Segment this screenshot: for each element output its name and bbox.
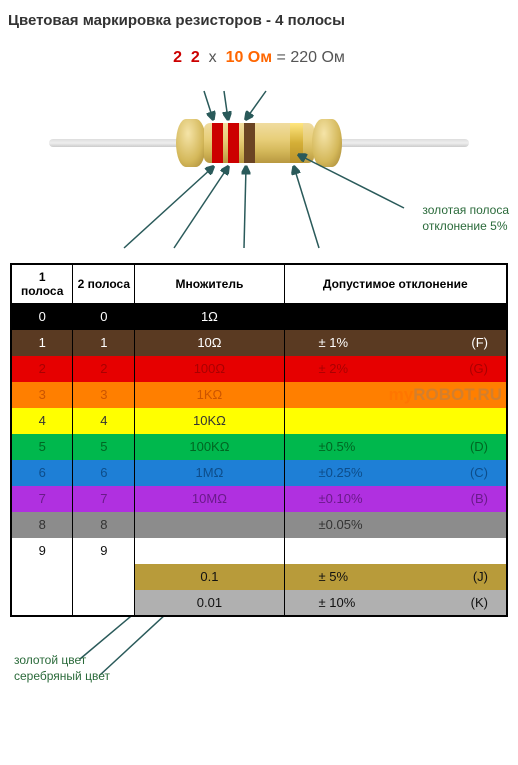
resistor-diagram: золотая полоса отклонение 5%	[9, 73, 509, 253]
tolerance-cell: ±0.25% (C)	[284, 460, 507, 486]
tol-value: ± 2%	[319, 361, 349, 376]
table-cell	[11, 564, 73, 590]
table-row: 0.01 ± 10% (K)	[11, 590, 507, 616]
table-cell: 9	[73, 538, 135, 564]
header-mult: Множитель	[135, 264, 284, 304]
table-row: 55100KΩ±0.5%(D)	[11, 434, 507, 460]
table-cell: 10KΩ	[135, 408, 284, 434]
table-cell: 0	[11, 304, 73, 330]
table-cell: 8	[11, 512, 73, 538]
table-row: 99	[11, 538, 507, 564]
gold-note-line1: золотая полоса	[422, 203, 509, 219]
table-cell: 8	[73, 512, 135, 538]
bottom-annotations: золотой цвет серебряный цвет	[10, 617, 508, 687]
table-cell: 5	[73, 434, 135, 460]
tol-letter: (F)	[471, 335, 488, 350]
tol-value: ± 5%	[319, 569, 349, 584]
tolerance-cell	[284, 408, 507, 434]
tol-value: ± 10%	[319, 595, 356, 610]
table-cell	[73, 564, 135, 590]
header-band1: 1 полоса	[11, 264, 73, 304]
table-cell	[73, 590, 135, 616]
table-cell: 0	[73, 304, 135, 330]
table-cell	[11, 590, 73, 616]
table-cell: 6	[11, 460, 73, 486]
gold-band-note: золотая полоса отклонение 5%	[422, 203, 509, 234]
tolerance-cell: ± 5% (J)	[284, 564, 507, 590]
tolerance-cell	[284, 538, 507, 564]
table-cell: 100KΩ	[135, 434, 284, 460]
tol-letter: (J)	[473, 569, 488, 584]
tol-value: ±0.05%	[319, 517, 363, 532]
formula-eq: = 220 Ом	[277, 49, 345, 66]
table-cell: 1MΩ	[135, 460, 284, 486]
table-row: 4410KΩ	[11, 408, 507, 434]
formula-digit2: 2	[191, 49, 200, 66]
table-cell: 2	[11, 356, 73, 382]
table-cell: 1	[11, 330, 73, 356]
tol-value: ±0.10%	[319, 491, 363, 506]
label-silver: серебряный цвет	[14, 669, 110, 683]
table-row: 661MΩ±0.25%(C)	[11, 460, 507, 486]
table-cell: 4	[73, 408, 135, 434]
table-row: 88 ±0.05%	[11, 512, 507, 538]
tolerance-cell: ± 2% (G)	[284, 356, 507, 382]
table-cell: 0.01	[135, 590, 284, 616]
tolerance-cell	[284, 382, 507, 408]
formula-x: x	[209, 49, 217, 66]
table-cell: 10MΩ	[135, 486, 284, 512]
tol-letter: (C)	[470, 465, 488, 480]
table-cell: 0.1	[135, 564, 284, 590]
table-cell: 100Ω	[135, 356, 284, 382]
formula-digit1: 2	[173, 49, 182, 66]
table-cell: 2	[73, 356, 135, 382]
table-cell: 5	[11, 434, 73, 460]
tolerance-cell: ±0.10% (B)	[284, 486, 507, 512]
label-gold: золотой цвет	[14, 653, 86, 667]
tolerance-cell: ± 1% (F)	[284, 330, 507, 356]
tol-letter: (K)	[471, 595, 488, 610]
tolerance-cell: ±0.05%	[284, 512, 507, 538]
table-cell: 7	[73, 486, 135, 512]
table-row: 22100Ω± 2%(G)	[11, 356, 507, 382]
formula-mult: 10 Ом	[226, 49, 273, 66]
formula: 2 2 x 10 Ом = 220 Ом	[8, 49, 510, 67]
table-row: 0.1 ± 5% (J)	[11, 564, 507, 590]
table-cell: 6	[73, 460, 135, 486]
table-cell: 10Ω	[135, 330, 284, 356]
tol-letter: (D)	[470, 439, 488, 454]
page-title: Цветовая маркировка резисторов - 4 полос…	[8, 12, 510, 29]
gold-note-line2: отклонение 5%	[422, 219, 509, 235]
tolerance-cell: ± 10% (K)	[284, 590, 507, 616]
table-row: 331KΩ	[11, 382, 507, 408]
table-cell: 9	[11, 538, 73, 564]
table-cell: 3	[73, 382, 135, 408]
table-cell	[135, 538, 284, 564]
table-cell	[135, 512, 284, 538]
table-cell: 1	[73, 330, 135, 356]
table-cell: 3	[11, 382, 73, 408]
table-cell: 1KΩ	[135, 382, 284, 408]
table-cell: 7	[11, 486, 73, 512]
table-row: 1110Ω± 1%(F)	[11, 330, 507, 356]
color-table: 1 полоса 2 полоса Множитель Допустимое о…	[10, 263, 508, 617]
tol-letter: (G)	[469, 361, 488, 376]
table-cell: 4	[11, 408, 73, 434]
header-band2: 2 полоса	[73, 264, 135, 304]
table-cell: 1Ω	[135, 304, 284, 330]
tol-value: ±0.25%	[319, 465, 363, 480]
header-tol: Допустимое отклонение	[284, 264, 507, 304]
table-row: 7710MΩ±0.10%(B)	[11, 486, 507, 512]
tol-value: ±0.5%	[319, 439, 356, 454]
tol-value: ± 1%	[319, 335, 349, 350]
tolerance-cell: ±0.5% (D)	[284, 434, 507, 460]
table-row: 001Ω	[11, 304, 507, 330]
tol-letter: (B)	[471, 491, 488, 506]
tolerance-cell	[284, 304, 507, 330]
